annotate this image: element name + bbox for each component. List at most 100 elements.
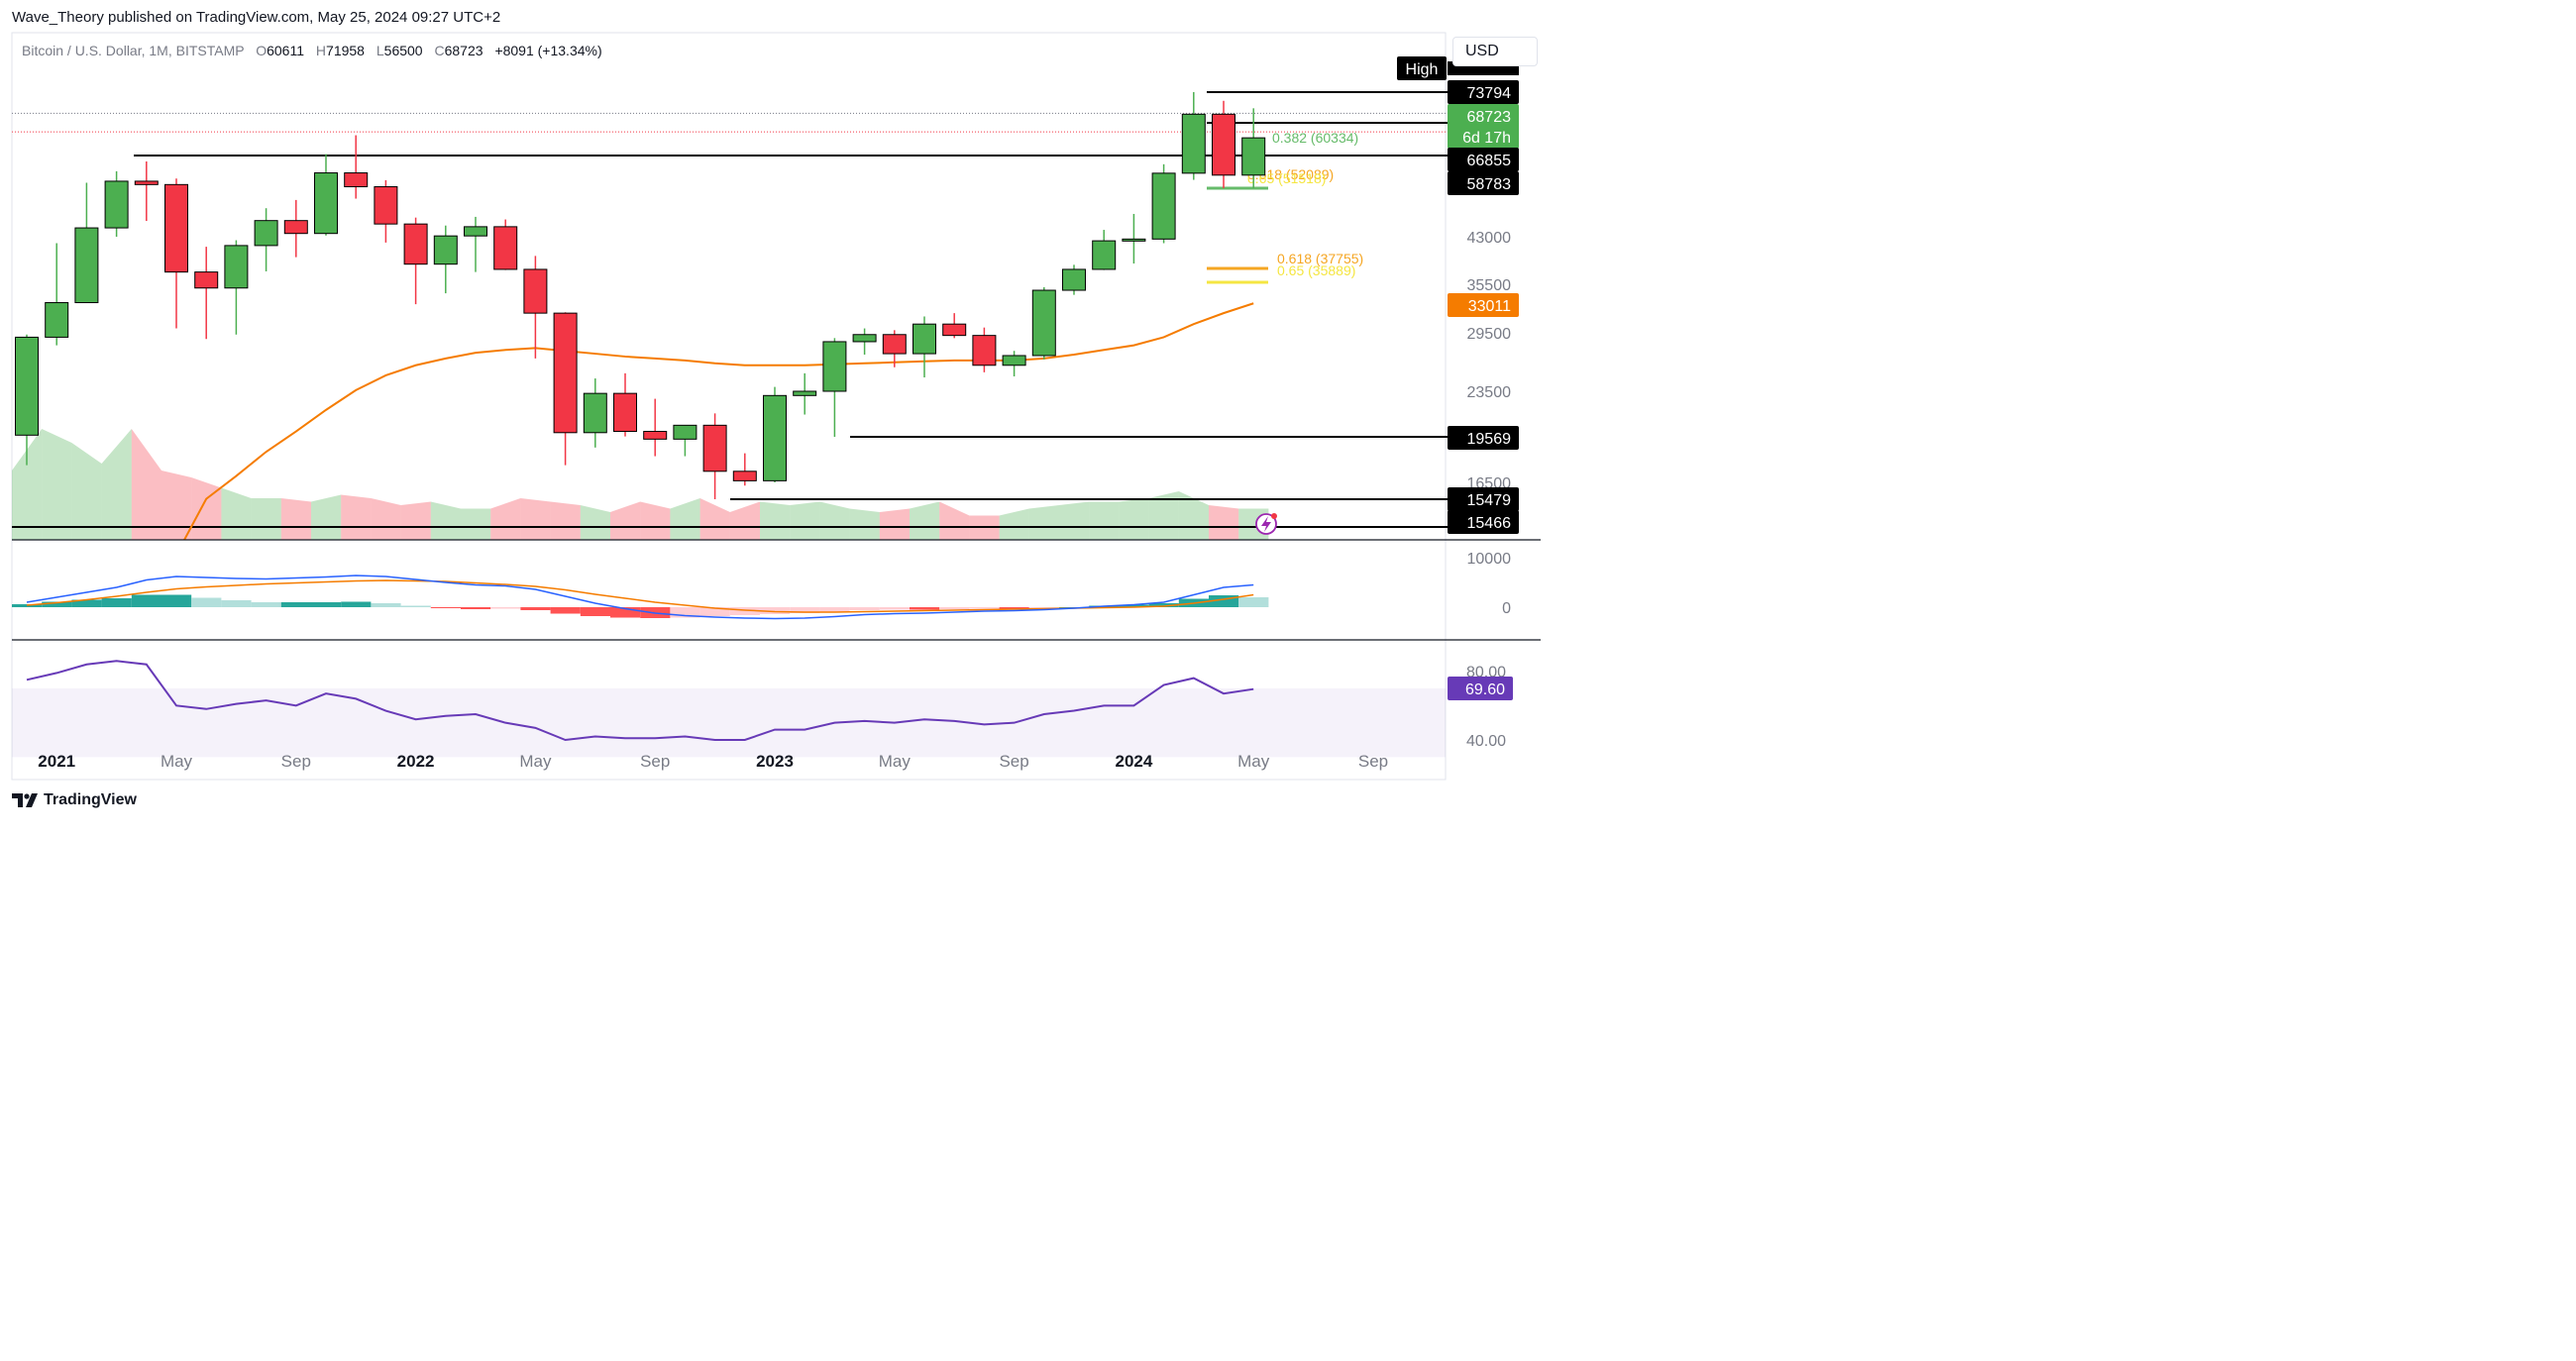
price-tick-29500: 29500 [1467,326,1512,343]
candle-body-2021-11 [344,172,369,188]
volume-bar-2021-08 [251,498,281,540]
level-tag-58783-bg [1448,171,1519,195]
level-tag-66855: 66855 [1467,153,1512,169]
macd-hist-2021-03 [101,598,132,607]
volume-bar-2021-02 [71,443,102,540]
symbol-name[interactable]: Bitcoin / U.S. Dollar, 1M, BITSTAMP [22,43,245,58]
volume-bar-2022-08 [610,501,641,540]
volume-area [12,429,1269,540]
macd-hist-2022-02 [430,607,461,608]
candle-body-2022-02 [433,235,458,265]
macd-hist-2021-10 [311,602,342,607]
chart-canvas[interactable]: 0.382 (60334) 0.618 (52089)0.65 (51518) 0.… [0,0,1550,818]
candle-body-2022-07 [583,392,607,434]
candle-body-2023-01 [763,394,787,481]
currency-button[interactable]: USD [1452,37,1538,66]
candle-body-2022-04 [493,226,518,270]
macd-hist-2024-02 [1148,603,1179,607]
lightning-icon[interactable] [1255,513,1277,535]
fib-label-0618-lower: 0.618 (37755) [1277,251,1363,266]
fibonacci-levels: 0.382 (60334) 0.618 (52089)0.65 (51518) 0.… [1207,130,1363,284]
candle-body-2024-05 [1241,137,1266,176]
last-price-bg [1448,104,1519,149]
macd-hist-2023-05 [879,607,910,610]
candle-body-2023-06 [912,323,936,355]
candle-body-2023-10 [1031,289,1056,357]
macd-hist-2024-05 [1238,597,1269,607]
candle-body-2021-10 [314,172,338,235]
volume-bar-2022-11 [699,498,730,540]
high-label: H [315,43,327,58]
ema-line [182,302,1254,540]
volume-bar-2022-01 [400,501,431,540]
volume-bar-2023-06 [910,501,940,540]
support-resistance-levels [12,91,1449,528]
macd-hist-2021-08 [251,602,281,607]
level-tag-15479: 15479 [1467,492,1512,509]
volume-bar-2023-10 [1028,505,1059,540]
low-value: 56500 [383,43,423,58]
last-price-value: 68723 [1467,109,1512,126]
time-tick-2023-6: 2023 [756,752,794,771]
volume-bar-2022-12 [729,501,760,540]
rsi-band [12,688,1446,758]
level-tag-15466: 15466 [1467,515,1512,532]
symbol-legend: Bitcoin / U.S. Dollar, 1M, BITSTAMP O606… [22,43,602,58]
tradingview-footer[interactable]: TradingView [12,789,137,811]
fib-label-065-upper: 0.65 (51518) [1247,170,1326,186]
candle-body-2022-08 [613,392,637,433]
candle-body-2021-03 [104,180,129,229]
candle-body-2022-11 [702,424,727,472]
macd-hist-2022-08 [610,607,641,618]
candle-body-2022-12 [732,471,757,481]
time-tick-2022-3: 2022 [397,752,435,771]
macd-hist-2023-07 [939,607,970,609]
candle-body-2023-07 [942,323,967,337]
macd-hist-2023-09 [999,607,1029,609]
level-tag-73794: 73794 [1467,85,1512,102]
macd-tick-0: 0 [1502,600,1511,617]
level-tag-15466-bg [1448,510,1519,534]
candle-body-2024-03 [1181,113,1206,174]
candle-body-2023-08 [972,335,997,366]
volume-bar-2023-11 [1059,501,1090,540]
close-value: 68723 [444,43,483,58]
macd-hist-2022-03 [461,607,491,609]
macd-pane: 10000 0 [12,551,1511,620]
change-value: +8091 (+13.34%) [494,43,602,58]
level-tag-19569-bg [1448,426,1519,450]
macd-hist-2021-05 [161,594,192,607]
volume-bar-2024-04 [1209,505,1239,540]
published-by-line: Wave_Theory published on TradingView.com… [12,9,501,26]
volume-bar-2022-02 [430,501,461,540]
macd-line [26,575,1254,620]
time-tick-2021-0: 2021 [38,752,75,771]
volume-bar-2020-12 [12,429,43,540]
candle-body-2022-09 [643,431,668,440]
macd-hist-2022-05 [520,607,551,610]
fib-label-0382: 0.382 (60334) [1272,130,1358,146]
macd-hist-2021-12 [371,603,401,607]
open-label: O [256,43,268,58]
volume-bar-2021-01 [42,429,72,540]
candle-body-2021-12 [374,186,398,225]
open-value: 60611 [267,43,305,58]
volume-bar-2022-10 [670,498,700,540]
candle-body-2021-06 [194,271,219,289]
macd-hist-2021-09 [280,602,311,607]
level-tag-58783: 58783 [1467,176,1512,193]
footer-brand: TradingView [44,791,137,808]
candle-body-2022-10 [673,424,698,440]
time-tick-May-10: May [1237,752,1270,771]
candle-body-2023-05 [882,334,907,355]
price-axis: 4300035500295002350016500High73794687236… [1397,56,1519,534]
candlesticks [15,92,1266,499]
candle-body-2024-04 [1212,113,1235,176]
volume-bar-2022-07 [580,505,610,540]
low-label: L [376,43,384,58]
macd-hist-2024-01 [1119,604,1149,607]
level-tag-19569: 19569 [1467,431,1512,448]
level-tag-15479-bg [1448,487,1519,511]
macd-hist-2021-01 [42,601,72,607]
volume-bar-2023-01 [760,501,791,540]
